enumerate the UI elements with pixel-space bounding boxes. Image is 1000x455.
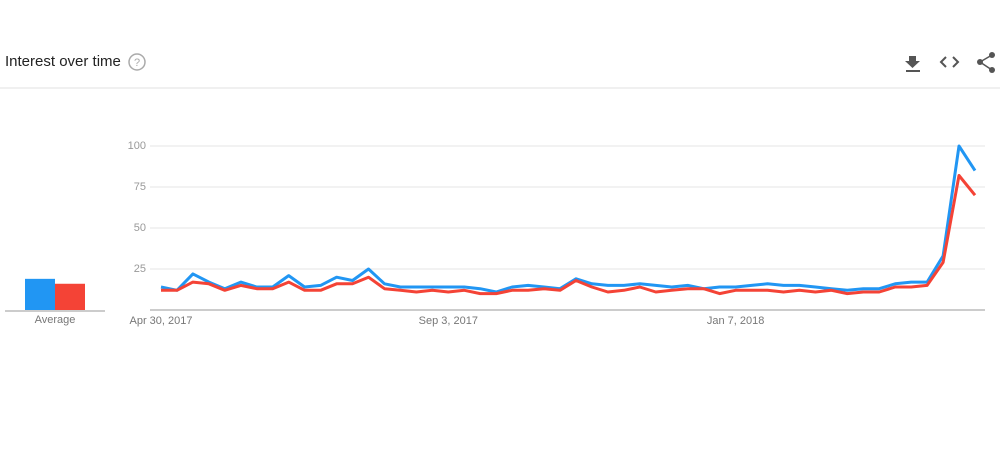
y-tick-label: 25 [134,263,146,275]
help-icon-text[interactable]: ? [134,57,140,69]
y-tick-label: 75 [134,181,146,193]
average-bar [25,278,55,310]
line-series [160,144,977,294]
x-tick-label: Apr 30, 2017 [130,315,193,327]
y-tick-label: 50 [134,222,146,234]
help-icon[interactable] [128,53,146,71]
download-icon[interactable] [905,56,920,72]
line-series [161,174,977,296]
average-label: Average [35,314,76,326]
x-tick-label: Jan 7, 2018 [707,315,765,327]
title: Interest over time [5,53,121,70]
embed-icon[interactable] [939,56,960,68]
share-icon[interactable] [977,52,995,73]
average-bar [55,283,85,310]
x-tick-label: Sep 3, 2017 [419,315,478,327]
y-tick-label: 100 [128,140,146,152]
